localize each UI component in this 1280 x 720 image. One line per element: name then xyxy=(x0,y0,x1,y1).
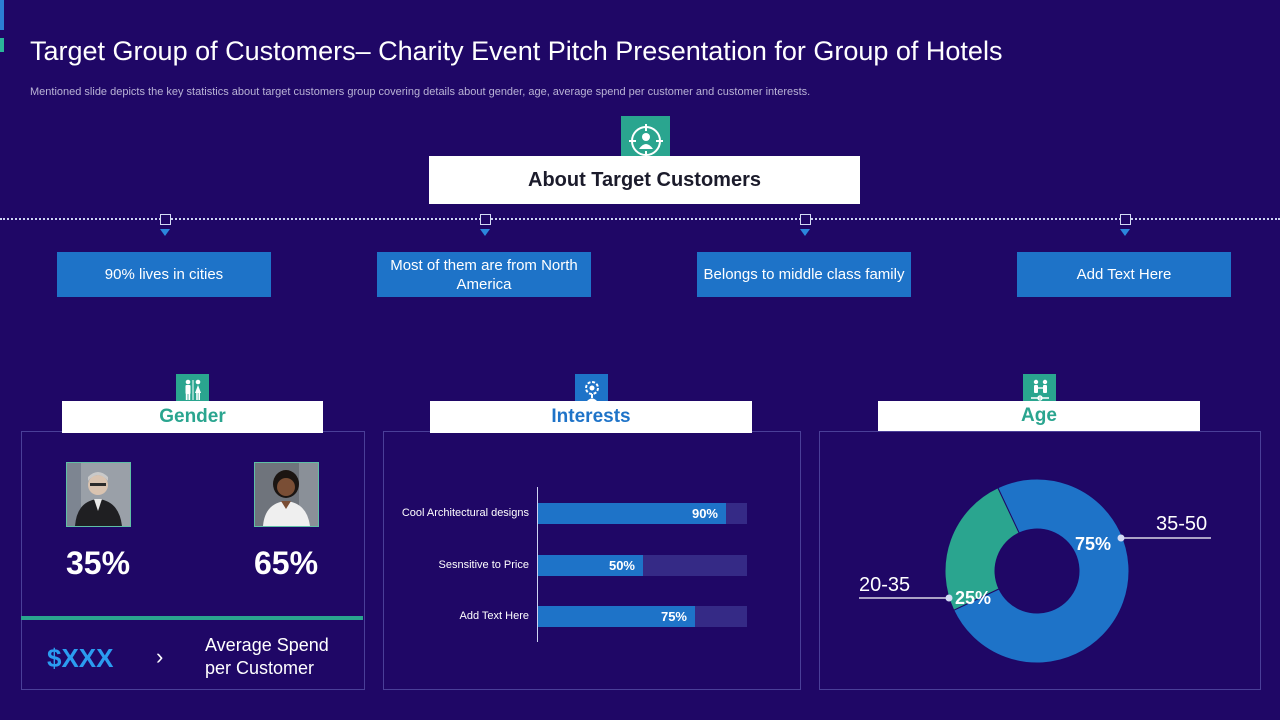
donut-slice-label: 75% xyxy=(1075,534,1111,554)
interest-bar-track: 50% xyxy=(538,555,747,576)
leader-dot xyxy=(1117,534,1125,542)
arrow-down-icon xyxy=(1120,229,1130,236)
interest-bar: 50% xyxy=(538,555,643,576)
arrow-down-icon xyxy=(160,229,170,236)
age-panel xyxy=(819,431,1261,690)
arrow-down-icon xyxy=(800,229,810,236)
interest-bar-value: 90% xyxy=(691,506,718,521)
timeline-divider xyxy=(0,218,1280,220)
interest-bar: 90% xyxy=(538,503,726,524)
interest-bar-label: Add Text Here xyxy=(459,610,529,622)
interests-axis xyxy=(537,487,538,642)
interests-heading: Interests xyxy=(430,401,752,433)
fact-box: Most of them are from North America xyxy=(377,252,591,297)
timeline-node xyxy=(160,214,171,225)
average-spend-label: Average Spend per Customer xyxy=(205,635,329,678)
about-target-customers-heading: About Target Customers xyxy=(429,156,860,204)
interest-bar-value: 75% xyxy=(660,609,687,624)
family-icon xyxy=(1023,374,1056,406)
interest-bar-label: Cool Architectural designs xyxy=(401,507,529,519)
gender-heading: Gender xyxy=(62,401,323,433)
average-spend-value: $XXX xyxy=(47,643,114,673)
restroom-icon xyxy=(176,374,209,406)
age-range-label: 20-35 xyxy=(859,574,911,596)
timeline-node xyxy=(800,214,811,225)
donut-slice-20-35 xyxy=(944,487,1020,611)
age-heading: Age xyxy=(878,401,1200,431)
female-photo xyxy=(254,462,319,527)
gender-divider xyxy=(21,616,363,620)
male-photo xyxy=(66,462,131,527)
page-title: Target Group of Customers– Charity Event… xyxy=(30,36,1003,66)
chevron-right-icon: › xyxy=(156,644,164,669)
page-subtitle: Mentioned slide depicts the key statisti… xyxy=(30,86,811,98)
female-percentage: 65% xyxy=(254,545,319,581)
donut-slice-35-50 xyxy=(953,478,1130,664)
timeline-node xyxy=(480,214,491,225)
interest-bar-label: Sesnsitive to Price xyxy=(438,559,529,571)
interest-bar-track: 75% xyxy=(538,606,747,627)
fact-box: Add Text Here xyxy=(1017,252,1231,297)
fact-box: Belongs to middle class family xyxy=(697,252,911,297)
gear-idea-icon xyxy=(575,374,608,406)
age-donut-chart: 75% 25% xyxy=(859,478,1211,664)
accent-bar xyxy=(0,38,4,52)
interest-bar-value: 50% xyxy=(608,558,635,573)
fact-box: 90% lives in cities xyxy=(57,252,271,297)
interest-bar: 75% xyxy=(538,606,695,627)
accent-bar xyxy=(0,0,4,30)
age-range-label: 35-50 xyxy=(1156,513,1208,535)
male-percentage: 35% xyxy=(66,545,131,581)
donut-slice-label: 25% xyxy=(955,588,991,608)
leader-dot xyxy=(945,594,953,602)
interest-bar-track: 90% xyxy=(538,503,747,524)
arrow-down-icon xyxy=(480,229,490,236)
timeline-node xyxy=(1120,214,1131,225)
